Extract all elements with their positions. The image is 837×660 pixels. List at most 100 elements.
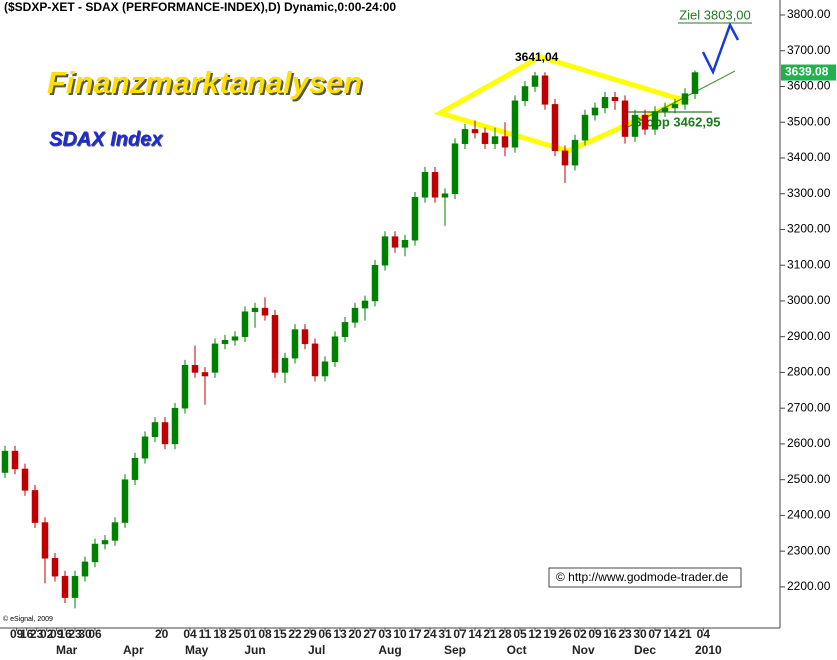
y-tick-label: 3500.00 bbox=[787, 114, 831, 128]
y-tick-label: 2200.00 bbox=[787, 579, 831, 593]
candle-body bbox=[61, 575, 69, 598]
y-tick-label: 2600.00 bbox=[787, 436, 831, 450]
candle-body bbox=[421, 172, 429, 198]
candle-body bbox=[121, 479, 129, 523]
candle-body bbox=[41, 522, 49, 559]
x-tick-label: 07 bbox=[453, 627, 467, 641]
x-tick-label: 21 bbox=[678, 627, 692, 641]
projection-arrow bbox=[701, 21, 740, 76]
month-label: Apr bbox=[123, 643, 144, 657]
last-price-box bbox=[781, 64, 836, 81]
y-tick-label: 2800.00 bbox=[787, 365, 831, 379]
y-tick-label: 3400.00 bbox=[787, 150, 831, 164]
y-tick-label: 2500.00 bbox=[787, 472, 831, 486]
candle-body bbox=[371, 264, 379, 302]
x-tick-label: 14 bbox=[663, 627, 677, 641]
candle-body bbox=[671, 104, 679, 109]
x-tick-label: 07 bbox=[648, 627, 662, 641]
candle-body bbox=[521, 86, 529, 102]
x-tick-label: 13 bbox=[333, 627, 347, 641]
candle-body bbox=[551, 104, 559, 152]
x-tick-label: 09 bbox=[588, 627, 602, 641]
month-label: Sep bbox=[444, 643, 466, 657]
candle-body bbox=[391, 236, 399, 248]
x-tick-label: 30 bbox=[633, 627, 647, 641]
candle-body bbox=[261, 307, 269, 316]
candle-body bbox=[251, 307, 259, 312]
x-tick-label: 10 bbox=[393, 627, 407, 641]
candle-body bbox=[591, 107, 599, 116]
candle-body bbox=[401, 239, 409, 248]
x-tick-label: 09 bbox=[10, 627, 24, 641]
x-tick-label: 25 bbox=[228, 627, 242, 641]
candle-body bbox=[511, 100, 519, 148]
x-tick-label: 06 bbox=[318, 627, 332, 641]
candle-body bbox=[441, 193, 449, 198]
x-tick-label: 02 bbox=[573, 627, 587, 641]
x-tick-label: 14 bbox=[468, 627, 482, 641]
index-name: SDAX Index bbox=[49, 128, 163, 150]
candle-body bbox=[181, 365, 189, 409]
candle-body bbox=[481, 132, 489, 144]
candle-body bbox=[561, 150, 569, 166]
month-label: Oct bbox=[507, 643, 527, 657]
candle-body bbox=[411, 197, 419, 241]
candle-body bbox=[241, 311, 249, 337]
candles bbox=[1, 70, 699, 609]
candle-body bbox=[571, 139, 579, 166]
x-tick-label: 24 bbox=[423, 627, 437, 641]
x-tick-label: 09 bbox=[50, 627, 64, 641]
x-tick-label: 31 bbox=[438, 627, 452, 641]
candle-body bbox=[111, 522, 119, 541]
month-label: Jun bbox=[244, 643, 265, 657]
candle-body bbox=[321, 361, 329, 377]
x-tick-label: 18 bbox=[213, 627, 227, 641]
x-tick-label: 06 bbox=[88, 627, 102, 641]
candle-body bbox=[291, 329, 299, 359]
candle-body bbox=[151, 422, 159, 438]
x-tick-label: 20 bbox=[348, 627, 362, 641]
y-tick-label: 3100.00 bbox=[787, 257, 831, 271]
candle-body bbox=[341, 322, 349, 337]
x-tick-label: 01 bbox=[243, 627, 257, 641]
x-tick-label: 21 bbox=[483, 627, 497, 641]
candle-body bbox=[211, 343, 219, 373]
candle-body bbox=[51, 558, 59, 577]
candle-body bbox=[681, 93, 689, 105]
x-tick-label: 29 bbox=[303, 627, 317, 641]
candle-body bbox=[161, 422, 169, 445]
candle-body bbox=[451, 143, 459, 194]
index-name-shadow: SDAX Index bbox=[50, 129, 164, 151]
y-tick-label: 2400.00 bbox=[787, 508, 831, 522]
candle-body bbox=[31, 490, 39, 523]
candle-body bbox=[381, 236, 389, 266]
candle-body bbox=[11, 450, 19, 470]
source-label: © http://www.godmode-trader.de bbox=[556, 570, 729, 584]
x-tick-label: 03 bbox=[378, 627, 392, 641]
candle-body bbox=[1, 450, 9, 473]
candle-body bbox=[641, 114, 649, 130]
x-tick-label: 16 bbox=[20, 627, 34, 641]
candle-body bbox=[501, 136, 509, 148]
x-tick-label: 30 bbox=[78, 627, 92, 641]
x-tick-label: 16 bbox=[58, 627, 72, 641]
x-tick-label: 08 bbox=[258, 627, 272, 641]
candle-body bbox=[541, 75, 549, 105]
x-tick-label: 17 bbox=[408, 627, 422, 641]
candle-body bbox=[91, 543, 99, 563]
x-tick-label: 26 bbox=[558, 627, 572, 641]
x-tick-label: 27 bbox=[363, 627, 377, 641]
x-tick-label: 05 bbox=[513, 627, 527, 641]
peak-label: 3641,04 bbox=[515, 50, 559, 64]
target-label: Ziel 3803,00 bbox=[679, 7, 751, 22]
x-tick-label: 04 bbox=[697, 627, 711, 641]
x-tick-label: 12 bbox=[528, 627, 542, 641]
candle-body bbox=[461, 129, 469, 144]
x-tick-label: 22 bbox=[288, 627, 302, 641]
candle-body bbox=[231, 336, 239, 341]
last-price-label: 3639.08 bbox=[785, 65, 829, 79]
x-tick-label: 02 bbox=[40, 627, 54, 641]
month-label: Dec bbox=[634, 643, 656, 657]
